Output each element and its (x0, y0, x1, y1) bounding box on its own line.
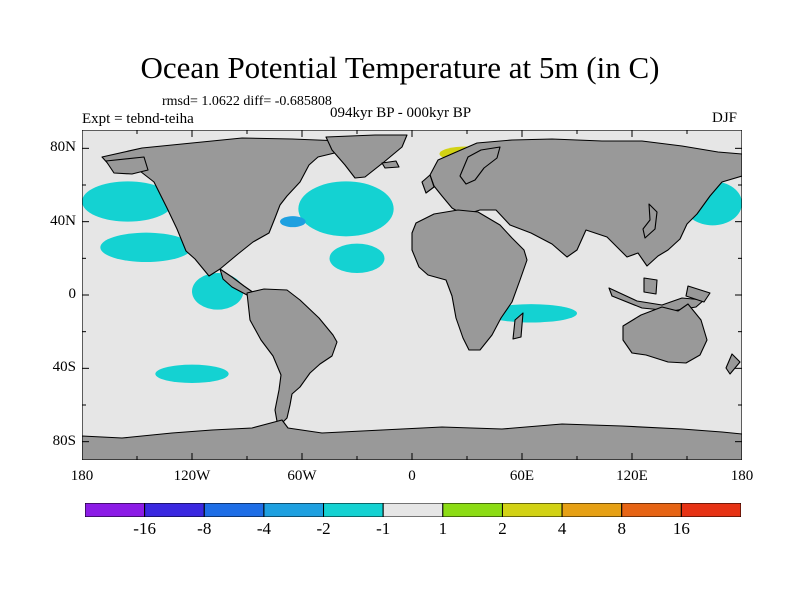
madagascar (512, 312, 524, 340)
north-america-landmass (101, 137, 348, 277)
x-tick-label: 180 (730, 468, 754, 484)
iceland (381, 160, 400, 169)
season-label: DJF (712, 110, 738, 126)
new-zealand (725, 353, 741, 375)
map-plot (82, 130, 742, 460)
land-layer (82, 134, 742, 460)
colorbar-label: -16 (133, 519, 156, 538)
british-isles (421, 174, 435, 194)
anomaly-region-east-pacific-subtropics (100, 232, 192, 262)
colorbar-swatch (501, 503, 563, 517)
japan-islands (642, 203, 658, 239)
anomaly-region-central-atlantic (329, 243, 385, 273)
experiment-label: Expt = tebnd-teiha (82, 111, 194, 127)
x-tick-label: 60E (509, 468, 535, 484)
colorbar-swatch (144, 503, 205, 517)
colorbar-swatch (621, 503, 682, 517)
colorbar-swatch (203, 503, 265, 517)
africa-landmass (411, 209, 528, 351)
anomaly-region-north-pacific-band (82, 181, 174, 222)
colorbar-label: 16 (672, 519, 690, 538)
colorbar-swatch (382, 503, 444, 517)
colorbar-label: -1 (376, 519, 391, 538)
antarctica-landmass (82, 419, 742, 460)
colorbar-swatch (323, 503, 384, 517)
indonesia-islands (608, 287, 705, 312)
australia-landmass (622, 303, 708, 364)
colorbar-label: -2 (316, 519, 331, 538)
greenland-landmass (325, 134, 408, 179)
x-tick-label: 0 (408, 468, 416, 484)
borneo-new-guinea (643, 277, 711, 303)
anomaly-region-southern-ocean (155, 364, 229, 383)
y-tick-label: 40S (52, 359, 76, 376)
chart-title: Ocean Potential Temperature at 5m (in C) (140, 50, 660, 85)
colorbar-swatch (680, 503, 741, 517)
x-tick-label: 60W (287, 468, 317, 484)
south-america-landmass (246, 288, 338, 428)
anomaly-region-north-atlantic (298, 181, 394, 237)
stats-line: rmsd= 1.0622 diff= -0.685808 (162, 94, 332, 109)
anomaly-region-tropical-pacific (192, 273, 244, 310)
colorbar-label: 2 (498, 519, 507, 538)
x-tick-label: 120E (616, 468, 648, 484)
x-tick-label: 180 (70, 468, 94, 484)
y-tick-label: 0 (68, 286, 77, 302)
scandinavia-landmass (459, 146, 501, 185)
colorbar-label: -4 (256, 519, 271, 538)
y-tick-label: 80S (52, 432, 76, 449)
colorbar-label: 4 (557, 519, 567, 538)
colorbar-label: 8 (617, 519, 626, 538)
colorbar-label: 1 (438, 519, 448, 538)
eurasia-landmass (429, 138, 742, 267)
colorbar-swatch (442, 503, 503, 517)
x-tick-label: 120W (173, 468, 211, 484)
colorbar-swatch (263, 503, 325, 517)
colorbar-swatch (561, 503, 623, 517)
anomaly-region-gulf-stream (280, 216, 306, 228)
colorbar-swatch (85, 503, 146, 517)
colorbar (85, 503, 741, 517)
alaska-landmass (105, 156, 149, 175)
anomaly-region-indian-ocean (485, 304, 577, 323)
period-label: 094kyr BP - 000kyr BP (330, 105, 472, 121)
y-tick-label: 80N (50, 139, 76, 156)
axis-ticks (82, 130, 742, 460)
y-tick-label: 40N (50, 212, 76, 229)
colorbar-label: -8 (197, 519, 212, 538)
